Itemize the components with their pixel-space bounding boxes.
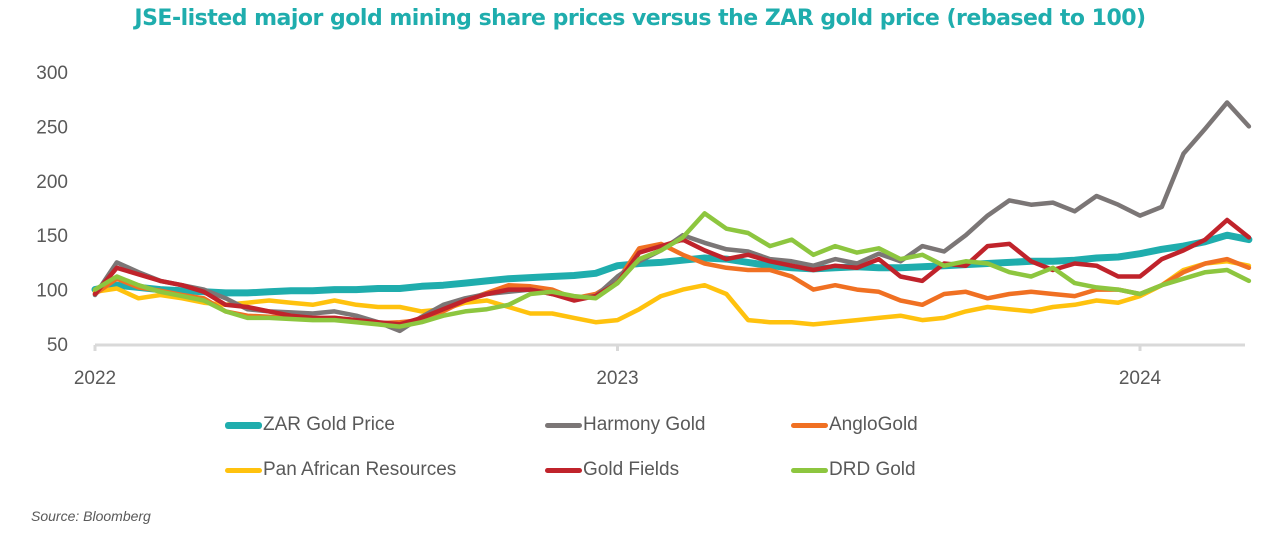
y-tick-label: 50 <box>47 335 68 356</box>
x-tick-label: 2022 <box>74 368 116 389</box>
legend-item-gold-fields[interactable]: Gold Fields <box>545 459 679 481</box>
series-line-pan-african-resources <box>92 259 1252 327</box>
legend-swatch <box>225 467 262 473</box>
legend-item-harmony-gold[interactable]: Harmony Gold <box>545 414 706 436</box>
x-tick-label: 2024 <box>1119 368 1162 389</box>
series-lines <box>91 100 1253 334</box>
legend-item-pan-african-resources[interactable]: Pan African Resources <box>225 459 456 481</box>
legend-item-anglogold[interactable]: AngloGold <box>791 414 918 436</box>
legend-label: AngloGold <box>829 414 918 435</box>
y-tick-label: 150 <box>36 226 68 247</box>
x-axis: 2022 2023 2024 <box>74 343 1245 389</box>
legend-swatch <box>225 421 262 429</box>
legend-label: DRD Gold <box>829 459 916 480</box>
y-tick-label: 250 <box>36 117 68 138</box>
legend-swatch <box>545 467 582 473</box>
legend-swatch <box>791 422 828 428</box>
y-tick-label: 100 <box>36 281 68 302</box>
y-tick-label: 200 <box>36 172 68 193</box>
chart-title: JSE-listed major gold mining share price… <box>134 6 1146 31</box>
legend-item-drd-gold[interactable]: DRD Gold <box>791 459 916 481</box>
series-line-gold-fields <box>92 217 1252 327</box>
legend-swatch <box>791 467 828 473</box>
legend-swatch <box>545 422 582 428</box>
line-chart: 300 250 200 150 100 50 2022 2023 2024 <box>36 63 1253 389</box>
legend-item-zar-gold-price[interactable]: ZAR Gold Price <box>225 414 395 436</box>
legend-label: Gold Fields <box>583 459 680 480</box>
series-line-zar-gold-price <box>91 231 1253 297</box>
x-tick-label: 2023 <box>596 368 638 389</box>
legend-label: Harmony Gold <box>583 414 706 435</box>
y-axis: 300 250 200 150 100 50 <box>36 63 68 356</box>
y-tick-label: 300 <box>36 63 68 84</box>
legend-label: ZAR Gold Price <box>263 414 395 435</box>
source-note: Source: Bloomberg <box>31 508 151 524</box>
legend-label: Pan African Resources <box>263 459 457 480</box>
series-line-drd-gold <box>92 211 1252 329</box>
